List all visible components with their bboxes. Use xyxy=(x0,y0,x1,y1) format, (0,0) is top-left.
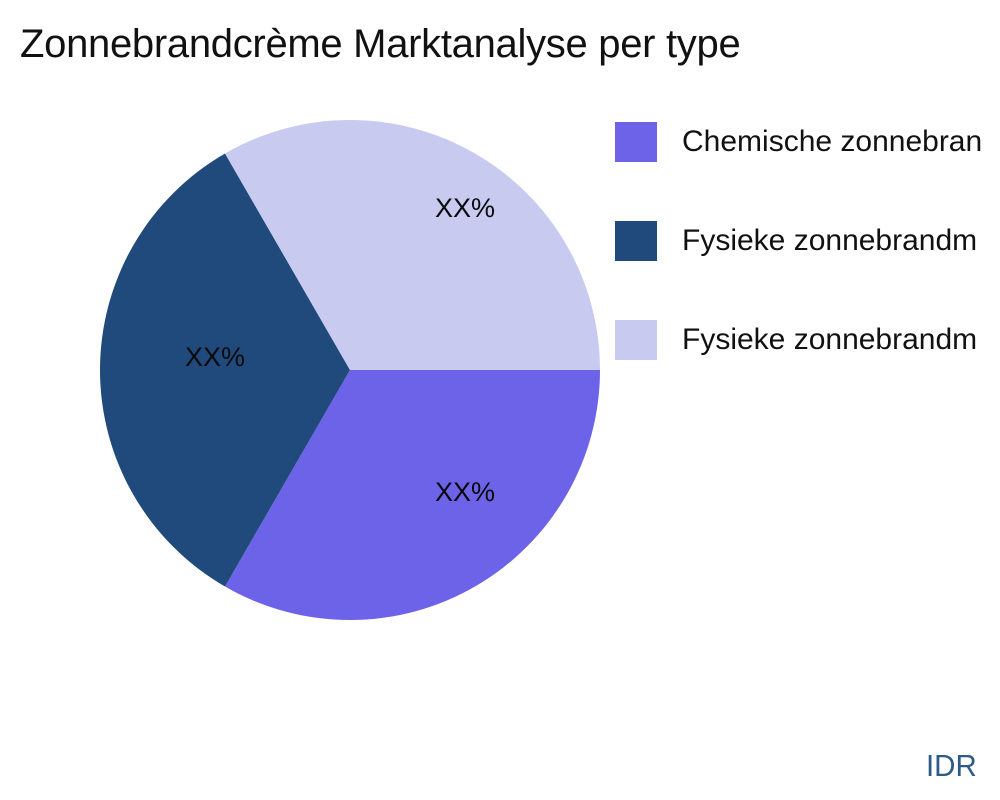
legend-label-fysieke-dark: Fysieke zonnebrandm xyxy=(682,224,978,257)
legend-swatch-chemische xyxy=(615,122,657,162)
pie-slice-fysieke-dark xyxy=(100,153,350,587)
chart-legend: Chemische zonnebran Fysieke zonnebrandm … xyxy=(615,122,982,419)
legend-swatch-color-fysieke-light xyxy=(615,320,657,360)
legend-item-fysieke-light: Fysieke zonnebrandm xyxy=(615,320,982,360)
pie-slice-chemische xyxy=(225,370,600,620)
pie-chart: XX% XX% XX% xyxy=(100,120,600,620)
legend-item-fysieke-dark: Fysieke zonnebrandm xyxy=(615,221,982,261)
legend-label-fysieke-light: Fysieke zonnebrandm xyxy=(682,323,978,356)
legend-label-chemische: Chemische zonnebran xyxy=(682,125,983,158)
legend-swatch-color-fysieke-dark xyxy=(615,221,657,261)
pie-label-fysieke-dark: XX% xyxy=(185,342,245,372)
chart-title: Zonnebrandcrème Marktanalyse per type xyxy=(20,22,741,66)
legend-swatch-color-chemische xyxy=(615,122,657,162)
legend-item-chemische: Chemische zonnebran xyxy=(615,122,982,162)
pie-label-chemische: XX% xyxy=(435,477,495,507)
legend-swatch-fysieke-light xyxy=(615,320,657,360)
watermark-idr: IDR xyxy=(926,748,977,783)
pie-label-fysieke-light: XX% xyxy=(435,193,495,223)
pie-slice-fysieke-light xyxy=(225,120,600,370)
legend-swatch-fysieke-dark xyxy=(615,221,657,261)
